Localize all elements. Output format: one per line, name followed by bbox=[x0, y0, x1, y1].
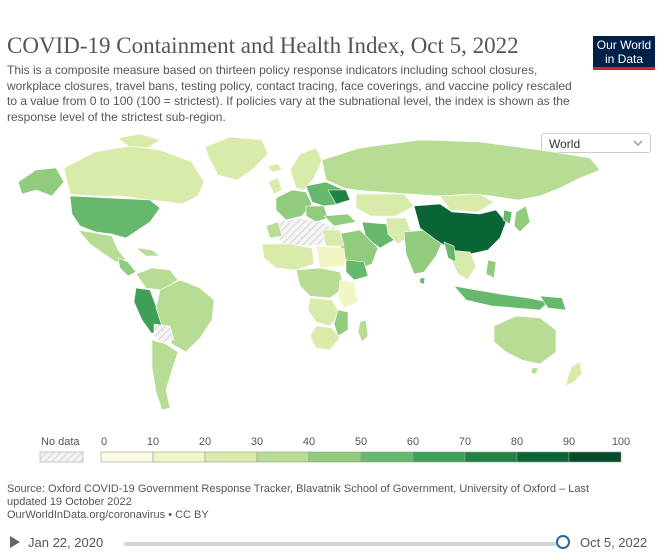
region-mongolia[interactable] bbox=[439, 193, 495, 213]
region-canada[interactable] bbox=[63, 145, 205, 205]
legend-no-data-swatch bbox=[39, 451, 84, 463]
region-kazakhstan[interactable] bbox=[355, 193, 415, 217]
owid-logo[interactable]: Our World in Data bbox=[593, 36, 655, 70]
region-colombia-venezuela[interactable] bbox=[135, 267, 179, 291]
region-balkans[interactable] bbox=[305, 205, 329, 223]
region-new-zealand[interactable] bbox=[565, 361, 583, 387]
region-uk[interactable] bbox=[267, 177, 283, 195]
legend-ticks: 0 10 20 30 40 50 60 70 80 90 100 bbox=[101, 436, 630, 448]
map-legend: No data 0 10 20 30 40 50 60 70 80 90 100 bbox=[39, 436, 630, 463]
region-morocco[interactable] bbox=[265, 221, 283, 239]
legend-no-data-label: No data bbox=[41, 436, 80, 448]
legend-tick-label: 70 bbox=[459, 436, 471, 448]
logo-bar bbox=[593, 67, 655, 70]
timeline-handle[interactable] bbox=[556, 535, 570, 549]
chart-subtitle: This is a composite measure based on thi… bbox=[7, 63, 572, 124]
region-tasmania[interactable] bbox=[530, 367, 539, 375]
legend-tick-label: 20 bbox=[199, 436, 211, 448]
region-ethiopia[interactable] bbox=[345, 259, 369, 281]
source-link[interactable]: OurWorldInData.org/coronavirus • CC BY bbox=[7, 509, 209, 521]
legend-bins bbox=[100, 451, 622, 463]
legend-tick-label: 100 bbox=[612, 436, 630, 448]
play-icon[interactable] bbox=[8, 535, 22, 549]
region-central-america[interactable] bbox=[117, 257, 137, 277]
region-ukraine[interactable] bbox=[327, 189, 351, 205]
legend-tick-label: 50 bbox=[355, 436, 367, 448]
legend-bin[interactable] bbox=[308, 451, 362, 463]
region-egypt[interactable] bbox=[321, 229, 345, 247]
region-select[interactable]: World bbox=[541, 133, 651, 153]
world-map[interactable] bbox=[0, 130, 659, 425]
legend-bin[interactable] bbox=[100, 451, 154, 463]
legend-bin[interactable] bbox=[256, 451, 310, 463]
region-argentina-chile[interactable] bbox=[151, 339, 179, 411]
region-greenland[interactable] bbox=[204, 136, 269, 181]
legend-bin[interactable] bbox=[568, 451, 622, 463]
legend-bin[interactable] bbox=[204, 451, 258, 463]
legend-tick-label: 60 bbox=[407, 436, 419, 448]
region-caribbean[interactable] bbox=[135, 247, 161, 257]
legend-bin[interactable] bbox=[516, 451, 570, 463]
source-note: Source: Oxford COVID-19 Government Respo… bbox=[7, 483, 607, 522]
legend-tick-label: 90 bbox=[563, 436, 575, 448]
region-china[interactable] bbox=[413, 203, 507, 255]
logo-line-1: Our World bbox=[596, 38, 652, 52]
region-korea[interactable] bbox=[502, 209, 513, 225]
region-east-africa[interactable] bbox=[337, 279, 359, 309]
timeline[interactable]: Jan 22, 2020 Oct 5, 2022 bbox=[0, 530, 659, 557]
region-turkey[interactable] bbox=[323, 213, 357, 227]
legend-tick-label: 30 bbox=[251, 436, 263, 448]
region-alaska[interactable] bbox=[17, 167, 65, 197]
legend-tick-label: 80 bbox=[511, 436, 523, 448]
legend-bin[interactable] bbox=[412, 451, 466, 463]
region-madagascar[interactable] bbox=[357, 319, 369, 343]
region-south-africa[interactable] bbox=[309, 325, 341, 351]
region-australia[interactable] bbox=[493, 315, 557, 365]
timeline-track[interactable] bbox=[124, 542, 564, 546]
region-myanmar[interactable] bbox=[443, 241, 457, 263]
logo-line-2: in Data bbox=[604, 52, 644, 66]
chart-title: COVID-19 Containment and Health Index, O… bbox=[7, 33, 519, 58]
chevron-down-icon bbox=[633, 140, 643, 147]
region-west-africa[interactable] bbox=[261, 243, 315, 271]
legend-tick-label: 0 bbox=[101, 436, 107, 448]
region-papua[interactable] bbox=[539, 295, 567, 311]
timeline-start-label: Jan 22, 2020 bbox=[28, 535, 104, 550]
region-philippines[interactable] bbox=[485, 259, 497, 279]
timeline-end-label: Oct 5, 2022 bbox=[580, 535, 648, 550]
region-sudan[interactable] bbox=[315, 245, 347, 269]
region-central-africa[interactable] bbox=[295, 267, 345, 299]
region-usa[interactable] bbox=[69, 195, 161, 239]
region-indonesia[interactable] bbox=[453, 285, 549, 311]
legend-bin[interactable] bbox=[464, 451, 518, 463]
legend-bin[interactable] bbox=[360, 451, 414, 463]
source-text: Source: Oxford COVID-19 Government Respo… bbox=[7, 483, 590, 508]
region-mozambique[interactable] bbox=[333, 309, 349, 337]
region-bolivia-paraguay[interactable] bbox=[153, 323, 175, 345]
region-scandinavia[interactable] bbox=[289, 147, 323, 191]
region-russia[interactable] bbox=[321, 139, 601, 201]
region-japan[interactable] bbox=[513, 205, 531, 233]
region-iceland[interactable] bbox=[267, 163, 283, 173]
region-select-value: World bbox=[549, 137, 581, 151]
region-angola-zambia[interactable] bbox=[307, 297, 341, 327]
region-arctic-islands[interactable] bbox=[117, 133, 161, 149]
legend-tick-label: 10 bbox=[147, 436, 159, 448]
legend-bin[interactable] bbox=[152, 451, 206, 463]
region-sri-lanka[interactable] bbox=[419, 277, 426, 285]
legend-tick-label: 40 bbox=[303, 436, 315, 448]
